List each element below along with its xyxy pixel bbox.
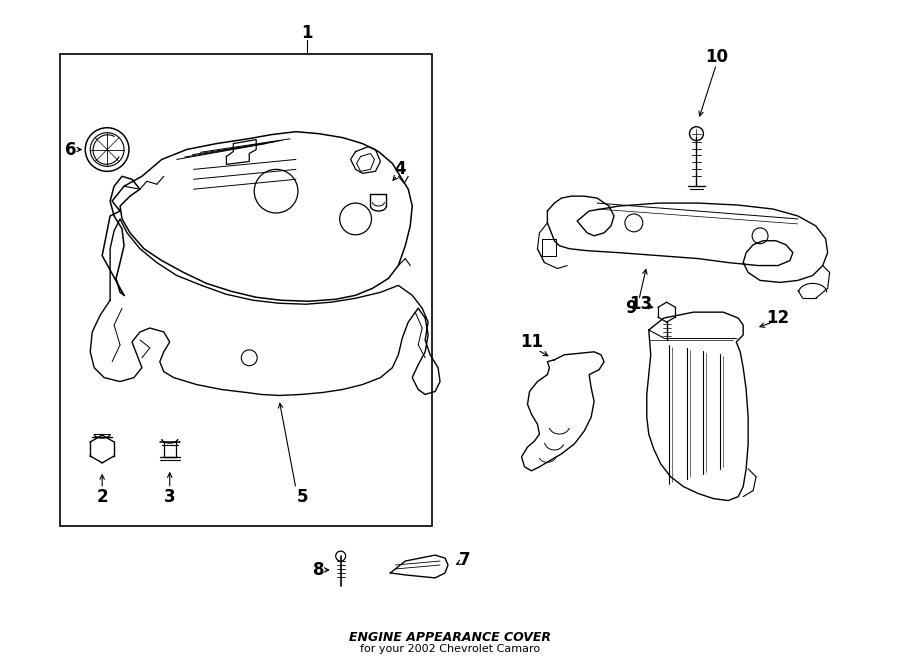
Text: 5: 5 [297, 488, 309, 506]
Bar [60, 54, 432, 526]
Text: for your 2002 Chevrolet Camaro: for your 2002 Chevrolet Camaro [360, 644, 540, 654]
Text: 4: 4 [394, 161, 406, 178]
Text: 8: 8 [313, 561, 325, 579]
Text: 11: 11 [520, 333, 543, 351]
Text: 7: 7 [459, 551, 471, 569]
Text: ENGINE APPEARANCE COVER: ENGINE APPEARANCE COVER [349, 631, 551, 644]
Text: 13: 13 [629, 295, 652, 313]
Text: 10: 10 [705, 48, 728, 66]
Text: 2: 2 [96, 488, 108, 506]
Text: 6: 6 [65, 141, 76, 159]
Text: 3: 3 [164, 488, 176, 506]
Text: 1: 1 [302, 24, 312, 42]
Text: 9: 9 [626, 299, 636, 317]
Text: 12: 12 [767, 309, 789, 327]
